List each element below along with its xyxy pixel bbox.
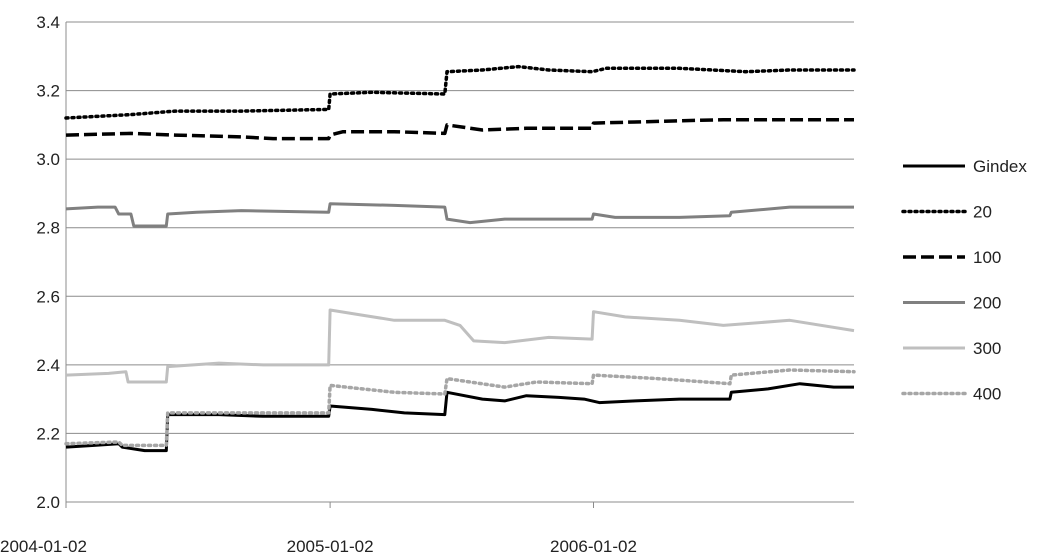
series-line-200 [65, 202, 854, 228]
legend-label: 300 [973, 339, 1001, 358]
series-line-400 [64, 368, 856, 448]
y-tick-label: 2.6 [36, 287, 60, 306]
legend-label: 400 [973, 385, 1001, 404]
y-tick-label: 2.8 [36, 219, 60, 238]
legend: Gindex 20 100 200 300 400 [901, 157, 1027, 404]
series-line-gindex [65, 382, 854, 453]
x-tick-label: 2004-01-02 [0, 537, 87, 556]
y-tick-label: 3.4 [36, 13, 60, 32]
y-tick-label: 2.4 [36, 356, 60, 375]
legend-label: 200 [973, 294, 1001, 313]
y-tick-label: 2.2 [36, 424, 60, 443]
y-tick-label: 2.0 [36, 493, 60, 512]
y-tick-label: 3.2 [36, 82, 60, 101]
y-tick-label: 3.0 [36, 150, 60, 169]
series-line-300 [65, 308, 855, 384]
series-line-20 [64, 64, 856, 120]
x-tick-label: 2006-01-02 [550, 537, 637, 556]
series-lines [64, 64, 856, 453]
legend-label: 20 [973, 203, 992, 222]
gridlines [66, 21, 854, 503]
legend-label: Gindex [973, 157, 1027, 176]
x-tick-label: 2005-01-02 [287, 537, 374, 556]
series-line-100 [65, 117, 854, 141]
axes: 2.0 2.2 2.4 2.6 2.8 3.0 3.2 3.4 2004-01-02 2005-0… [0, 13, 637, 556]
legend-label: 100 [973, 248, 1001, 267]
